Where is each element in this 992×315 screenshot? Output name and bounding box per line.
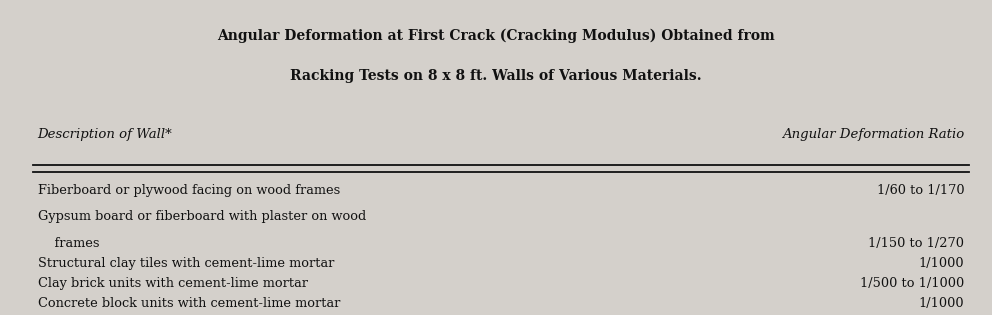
- Text: 1/1000: 1/1000: [919, 257, 964, 270]
- Text: Gypsum board or fiberboard with plaster on wood: Gypsum board or fiberboard with plaster …: [38, 210, 366, 223]
- Text: Description of Wall*: Description of Wall*: [38, 128, 173, 140]
- Text: Fiberboard or plywood facing on wood frames: Fiberboard or plywood facing on wood fra…: [38, 184, 340, 197]
- Text: 1/150 to 1/270: 1/150 to 1/270: [868, 237, 964, 250]
- Text: Structural clay tiles with cement-lime mortar: Structural clay tiles with cement-lime m…: [38, 257, 334, 270]
- Text: Clay brick units with cement-lime mortar: Clay brick units with cement-lime mortar: [38, 277, 308, 289]
- Text: 1/60 to 1/170: 1/60 to 1/170: [877, 184, 964, 197]
- Text: frames: frames: [38, 237, 99, 250]
- Text: 1/500 to 1/1000: 1/500 to 1/1000: [860, 277, 964, 289]
- Text: Concrete block units with cement-lime mortar: Concrete block units with cement-lime mo…: [38, 297, 340, 310]
- Text: Angular Deformation Ratio: Angular Deformation Ratio: [782, 128, 964, 140]
- Text: 1/1000: 1/1000: [919, 297, 964, 310]
- Text: Angular Deformation at First Crack (Cracking Modulus) Obtained from: Angular Deformation at First Crack (Crac…: [217, 28, 775, 43]
- Text: Racking Tests on 8 x 8 ft. Walls of Various Materials.: Racking Tests on 8 x 8 ft. Walls of Vari…: [291, 69, 701, 83]
